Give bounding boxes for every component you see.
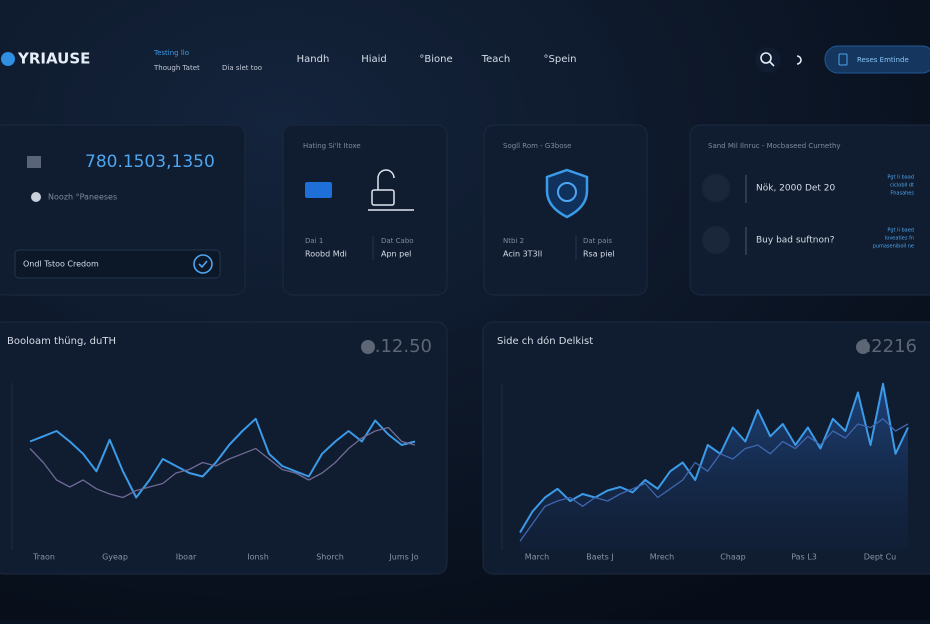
- item-side: Pgt li baad: [887, 175, 914, 181]
- x-tick-label: Pas L3: [791, 553, 817, 562]
- x-tick-label: Gyeap: [102, 553, 128, 562]
- x-tick-label: March: [525, 553, 549, 562]
- card-title: Sand Mil Ilnruc - Mocbaseed Curnethy: [708, 142, 841, 150]
- chart-title: Booloam thüng, duTH: [7, 336, 116, 347]
- item-icon: [702, 174, 730, 202]
- sub-top: Testing llo: [153, 49, 189, 57]
- card-title: Hating Si'lt Itoxe: [303, 142, 361, 150]
- item-text: Buy bad suftnon?: [756, 236, 835, 246]
- area: [520, 383, 908, 550]
- chart-title: Side ch dón Delkist: [497, 335, 593, 347]
- nav-item[interactable]: °Bione: [419, 54, 452, 65]
- card: [689, 124, 930, 296]
- text-input[interactable]: [14, 249, 221, 279]
- headline-icon: [361, 340, 375, 354]
- search-button[interactable]: [755, 47, 781, 73]
- item-icon: [702, 226, 730, 254]
- field-label: Ntbi 2: [503, 237, 524, 245]
- button-label[interactable]: Reses Emtinde: [857, 56, 909, 64]
- item-side: Pgt li baed: [887, 228, 914, 234]
- balance-value: 780.1503,1350: [85, 152, 215, 172]
- line: [519, 382, 909, 534]
- card-icon: [27, 156, 41, 168]
- line: [519, 418, 909, 542]
- field-label: Dat Cabo: [381, 237, 414, 245]
- chart-headline: .12.50: [375, 336, 432, 357]
- item-side: Fhasahes: [890, 191, 914, 197]
- header-button[interactable]: Reses Emtinde: [824, 45, 930, 74]
- sub-right: Dia slet too: [222, 64, 262, 72]
- field-label: Dai 1: [305, 237, 323, 245]
- x-tick-label: Shorch: [316, 553, 344, 562]
- nav-item[interactable]: Handh: [297, 54, 330, 65]
- line: [29, 417, 416, 499]
- nav-item[interactable]: Hiaid: [361, 54, 387, 65]
- x-tick-label: Traon: [32, 553, 55, 562]
- card-icon: [305, 182, 332, 198]
- chart-panel: [0, 321, 448, 575]
- input-text: Ondl Tstoo Credom: [23, 260, 99, 269]
- field-value: Roobd Mdi: [305, 250, 347, 259]
- note-icon: [31, 192, 41, 202]
- logo-icon: [1, 52, 15, 66]
- card-title: Sogll Rom - G3bose: [503, 142, 571, 150]
- item-side: pumaseniboll ne: [873, 244, 914, 250]
- dollar-icon: [557, 182, 577, 202]
- refresh-icon[interactable]: [796, 55, 802, 65]
- nav-item[interactable]: Teach: [481, 54, 511, 65]
- field-label: Dat pais: [583, 237, 612, 245]
- lock-icon: [368, 169, 414, 211]
- check-mark: [198, 260, 208, 269]
- item-side: ciclobll dt: [890, 183, 914, 189]
- x-tick-label: Mrech: [650, 553, 674, 562]
- x-tick-label: Jums Jo: [388, 553, 418, 562]
- line: [29, 426, 416, 499]
- x-tick-label: Chaap: [720, 553, 746, 562]
- balance-note: Noozh °Paneeses: [48, 193, 117, 202]
- field-value: Acin 3T3Il: [503, 250, 542, 259]
- field-value: Rsa piel: [583, 250, 615, 259]
- item-side: Ioveaties fn: [885, 236, 914, 242]
- chart-headline: 12216: [860, 336, 917, 357]
- card: [282, 124, 448, 296]
- x-tick-label: Ionsh: [247, 553, 269, 562]
- item-text: Nök, 2000 Det 20: [756, 184, 836, 194]
- check-icon[interactable]: [193, 254, 213, 274]
- nav-item[interactable]: °Spein: [544, 54, 577, 65]
- headline-icon: [856, 340, 870, 354]
- sub-left: Though Tatet: [153, 64, 200, 72]
- shield-icon: [545, 168, 589, 219]
- x-tick-label: Iboar: [176, 553, 197, 562]
- field-value: Apn pel: [381, 250, 411, 259]
- x-tick-label: Dept Cu: [864, 553, 897, 562]
- x-tick-label: Baets J: [586, 553, 614, 562]
- logo: YRIAUSE: [17, 50, 90, 68]
